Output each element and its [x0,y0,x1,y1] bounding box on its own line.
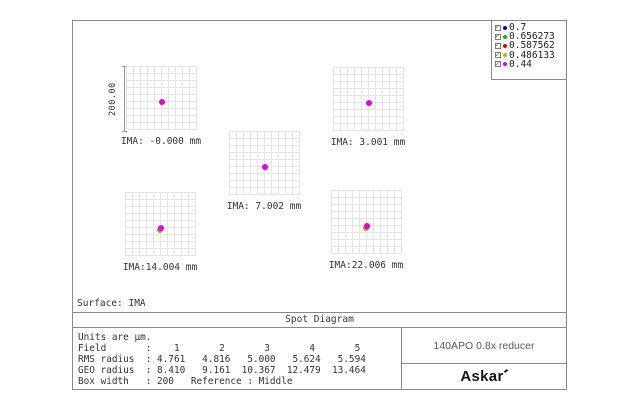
wavelength-dot-icon [503,53,507,58]
ima-label: IMA: -0.000 mm [120,136,202,147]
legend-entry: 0.587562 [495,40,566,52]
spot-grid [125,192,196,256]
spot-panel-field4: IMA:14.004 mm [123,192,197,273]
ima-label: IMA: 3.001 mm [330,137,406,148]
scale-bar [124,66,125,132]
brand-panel: 140APO 0.8x reducer Askar [402,328,566,389]
units-line: Units are μm. [78,332,152,343]
wavelength-legend: 0.7 0.656273 0.587562 0.486133 0.44 [491,21,566,80]
spot-dot [159,99,165,105]
spot-dot [366,100,372,106]
spot-dot [158,225,164,231]
wavelength-value: 0.44 [509,58,532,70]
checkbox-icon[interactable] [495,61,501,68]
ima-label: IMA:14.004 mm [122,262,198,273]
spot-grid [229,131,300,195]
surface-label: Surface: IMA [77,298,146,309]
checkbox-icon[interactable] [495,52,501,59]
legend-entry: 0.656273 [495,31,566,43]
legend-entry: 0.486133 [495,49,566,61]
rms-radius-line: RMS radius : 4.761 4.816 5.000 5.624 5.5… [78,354,366,365]
spot-panel-field3: IMA: 7.002 mm [227,131,301,212]
scale-bar-label: 200.00 [108,82,118,116]
wavelength-value: 0.656273 [509,31,555,43]
info-footer-row: Units are μm. Field : 1 2 3 4 5 RMS radi… [72,328,567,390]
wavelength-dot-icon [503,43,507,48]
wavelength-dot-icon [503,62,507,67]
wavelength-dot-icon [503,25,507,30]
wavelength-value: 0.486133 [509,49,555,61]
checkbox-icon[interactable] [495,24,501,31]
chart-title: Spot Diagram [285,314,354,325]
product-name: 140APO 0.8x reducer [433,339,535,352]
askar-logo-text: Askar [460,368,504,385]
checkbox-icon[interactable] [495,33,501,40]
logo-cell: Askar [402,364,566,389]
info-panel: Units are μm. Field : 1 2 3 4 5 RMS radi… [73,328,402,389]
spot-dot [364,223,370,229]
title-bar: Spot Diagram [72,313,567,328]
spot-grid [126,66,197,130]
checkbox-icon[interactable] [495,42,501,49]
ima-label: IMA:22.006 mm [328,260,404,271]
wavelength-value: 0.7 [509,22,527,34]
scale-bar-tick [122,131,127,132]
askar-logo-mark-icon [503,368,508,374]
geo-radius-line: GEO radius : 8.410 9.161 10.367 12.479 1… [78,365,366,376]
legend-entry: 0.44 [495,60,566,69]
legend-entry: 0.7 [495,23,566,32]
spot-panel-field2: IMA: 3.001 mm [331,67,405,148]
field-line: Field : 1 2 3 4 5 [78,343,361,354]
spot-dot [262,164,268,170]
wavelength-value: 0.587562 [509,40,555,52]
spot-grid [333,67,404,131]
ima-label: IMA: 7.002 mm [226,201,302,212]
box-width-line: Box width : 200 Reference : Middle [78,376,293,387]
scale-bar-tick [122,66,127,67]
spot-panel-field1: IMA: -0.000 mm [121,66,201,147]
spot-panel-field5: IMA:22.006 mm [329,190,403,271]
spot-grid [331,190,402,254]
wavelength-dot-icon [503,34,507,39]
product-cell: 140APO 0.8x reducer [402,328,566,364]
askar-logo: Askar [460,368,508,385]
